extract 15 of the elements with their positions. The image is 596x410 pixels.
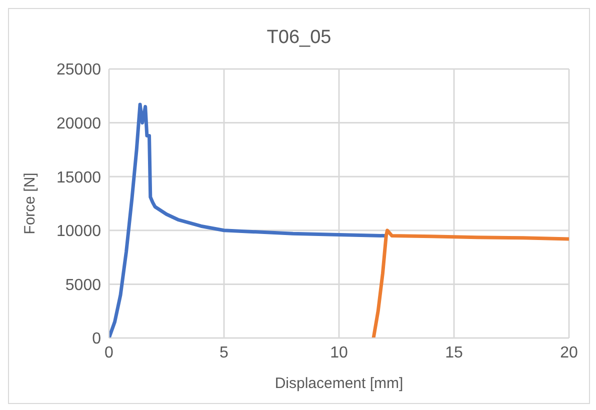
x-tick-label: 10 bbox=[330, 344, 348, 362]
y-tick-label: 20000 bbox=[56, 115, 102, 132]
x-tick-label: 20 bbox=[560, 344, 578, 362]
x-tick-label: 0 bbox=[104, 344, 114, 362]
y-tick-label: 5000 bbox=[65, 276, 102, 294]
y-tick-label: 15000 bbox=[56, 169, 102, 186]
y-tick-label: 0 bbox=[92, 330, 102, 348]
x-axis-title: Displacement [mm] bbox=[274, 375, 404, 392]
y-tick-label: 25000 bbox=[56, 62, 102, 79]
y-axis-title: Force [N] bbox=[21, 172, 38, 234]
x-tick-label: 5 bbox=[220, 344, 229, 362]
line-series bbox=[372, 228, 569, 338]
chart-title: T06_05 bbox=[266, 27, 332, 49]
x-tick-label: 15 bbox=[445, 344, 463, 362]
y-tick-label: 10000 bbox=[56, 223, 102, 240]
